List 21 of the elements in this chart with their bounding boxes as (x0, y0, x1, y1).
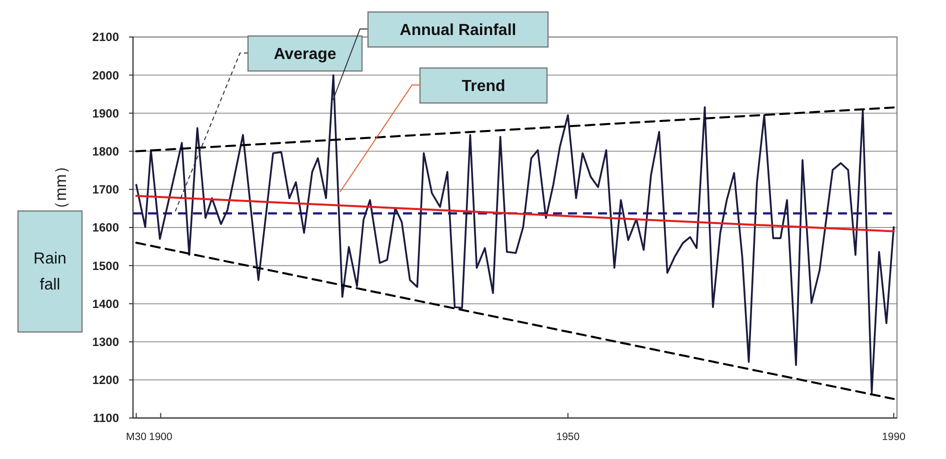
y-tick-label: 1200 (92, 373, 120, 388)
x-tick-label: 1950 (556, 431, 580, 443)
annotation: Trend (462, 78, 506, 96)
y-tick-label: 1100 (92, 411, 120, 426)
y-tick-label: 2000 (92, 68, 120, 82)
y-tick-label: 1300 (92, 335, 120, 349)
annotation: Average (274, 46, 336, 64)
y-tick-label: 1400 (92, 296, 120, 311)
y-tick-label: 1500 (92, 258, 120, 273)
y-axis-title: （mm） (53, 158, 70, 217)
annotation: Annual Rainfall (400, 22, 516, 40)
line-series (135, 74, 895, 394)
x-tick-label: M30 (126, 431, 147, 443)
y-tick-label: 1600 (92, 220, 120, 235)
x-tick-label: 1990 (882, 431, 906, 443)
x-tick-label: 1900 (149, 431, 173, 443)
y-tick-label: 2100 (92, 30, 120, 44)
text: Rain fall (34, 250, 66, 294)
y-tick-label: 1700 (92, 182, 120, 197)
y-tick-label: 1800 (92, 144, 120, 158)
y-tick-label: 1900 (92, 106, 120, 120)
